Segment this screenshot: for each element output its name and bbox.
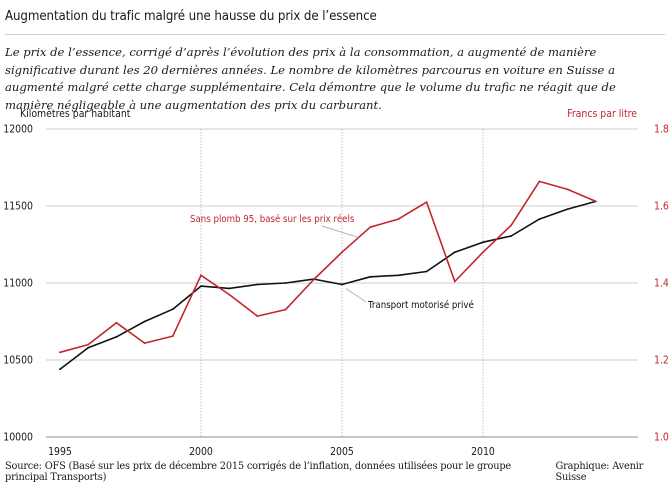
data-point xyxy=(538,180,541,183)
data-point xyxy=(284,308,287,311)
data-point xyxy=(341,251,343,254)
x-tick-label: 2010 xyxy=(471,446,495,458)
right-y-tick-label: 1.0 xyxy=(654,432,669,444)
data-point xyxy=(566,208,569,211)
data-point xyxy=(397,274,400,277)
data-point xyxy=(228,287,231,290)
grid-layer xyxy=(46,128,638,438)
data-point xyxy=(425,201,428,204)
data-point xyxy=(397,218,400,221)
x-tick-label: 2000 xyxy=(189,446,213,458)
data-point xyxy=(284,282,287,284)
left-y-tick-label: 11000 xyxy=(3,278,33,290)
chart-title: Augmentation du trafic malgré une hausse… xyxy=(5,9,377,24)
data-point xyxy=(482,241,484,244)
axis-layer: 10000 10500 11000 11500 12000 1.0 1.2 1.4 1.6 1.8… xyxy=(3,124,669,459)
right-y-tick-label: 1.2 xyxy=(654,355,669,367)
graphic-credit: Graphique: Avenir Suisse xyxy=(555,461,644,483)
data-point xyxy=(200,285,202,287)
data-point xyxy=(87,343,90,346)
left-y-tick-label: 10000 xyxy=(3,432,33,444)
data-point xyxy=(453,251,456,254)
right-y-tick-label: 1.6 xyxy=(654,201,669,213)
right-axis-label: Francs par litre xyxy=(567,108,637,120)
data-point xyxy=(341,283,343,286)
series-line-price xyxy=(59,180,597,354)
right-y-tick-label: 1.8 xyxy=(654,124,669,136)
series-line-traffic xyxy=(59,200,597,370)
data-point xyxy=(510,224,513,227)
data-point xyxy=(256,315,259,317)
traffic-series-label: Transport motorisé privé xyxy=(367,299,474,311)
data-point xyxy=(228,293,231,296)
data-point xyxy=(200,274,202,277)
traffic-label-leader xyxy=(345,288,367,303)
data-point xyxy=(115,336,118,338)
footer: Source: OFS (Basé sur les prix de décemb… xyxy=(5,461,665,483)
data-point xyxy=(59,351,61,354)
line-chart: 10000 10500 11000 11500 12000 1.0 1.2 1.4 1.6 1.8… xyxy=(3,108,669,459)
data-point xyxy=(510,235,513,237)
data-point xyxy=(453,280,456,283)
data-point xyxy=(369,275,372,278)
data-point xyxy=(115,321,118,324)
data-point xyxy=(171,335,174,337)
left-y-tick-label: 12000 xyxy=(3,124,33,136)
data-point xyxy=(59,368,61,371)
data-point xyxy=(143,320,146,323)
x-tick-label: 1995 xyxy=(48,446,72,458)
left-axis-label: Kilomètres par habitant xyxy=(20,108,131,120)
data-point xyxy=(482,251,484,254)
data-point xyxy=(143,342,146,344)
data-point xyxy=(87,346,90,349)
data-point xyxy=(312,278,315,281)
left-y-tick-label: 11500 xyxy=(3,201,33,213)
price-label-leader xyxy=(321,225,360,239)
x-tick-label: 2005 xyxy=(330,446,354,458)
annotation-layer: Sans plomb 95, basé sur les prix réels Tr… xyxy=(190,213,474,311)
source-note: Source: OFS (Basé sur les prix de décemb… xyxy=(5,461,511,483)
data-point xyxy=(594,200,597,203)
series-layer xyxy=(59,180,597,371)
right-y-tick-label: 1.4 xyxy=(654,278,669,290)
intro-paragraph: Le prix de l’essence, corrigé d’après l’… xyxy=(5,45,616,112)
data-point xyxy=(425,270,428,273)
data-point xyxy=(171,308,174,311)
price-series-label: Sans plomb 95, basé sur les prix réels xyxy=(190,213,355,225)
data-point xyxy=(369,226,372,229)
left-y-tick-label: 10500 xyxy=(3,355,33,367)
title-divider xyxy=(5,34,665,35)
data-point xyxy=(566,188,569,191)
data-point xyxy=(538,218,541,221)
data-point xyxy=(256,283,259,286)
